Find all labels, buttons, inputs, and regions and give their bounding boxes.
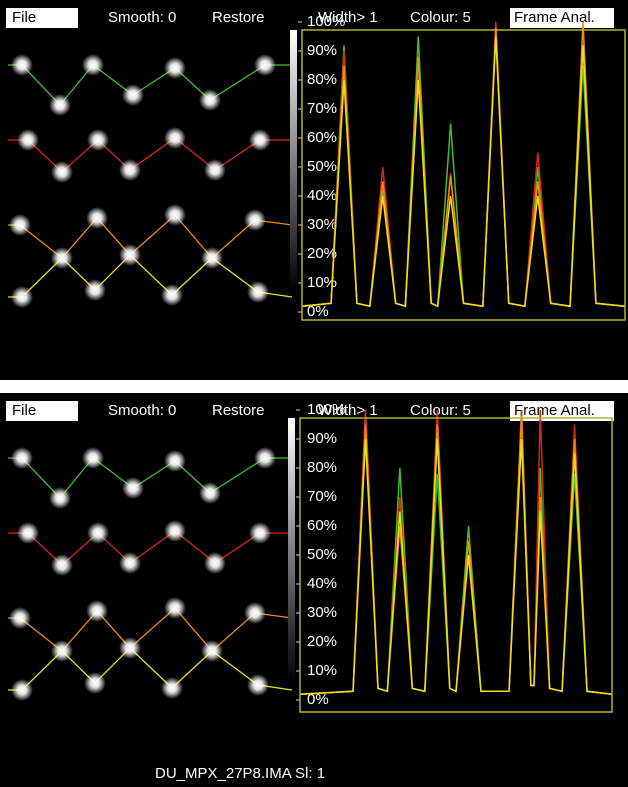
y-tick-label: 20%: [307, 633, 337, 650]
image-dot: [119, 552, 141, 574]
panel: File Smooth: 0 Restore Width> 1 Colour: 5 Fra…: [0, 393, 628, 787]
image-dot: [164, 520, 186, 542]
image-dot: [119, 159, 141, 181]
image-dot: [51, 554, 73, 576]
width-control[interactable]: Width> 1: [318, 402, 378, 419]
y-tick-label: 70%: [307, 488, 337, 505]
image-dot: [86, 600, 108, 622]
file-button-bg: [6, 401, 78, 421]
y-tick-label: 80%: [307, 459, 337, 476]
frame-button-bg: [510, 401, 614, 421]
image-dot: [11, 286, 33, 308]
profile-line: [299, 438, 613, 695]
y-tick-label: 50%: [307, 546, 337, 563]
image-dot: [161, 284, 183, 306]
image-dot: [51, 161, 73, 183]
panel: File Smooth: 0 Restore Width> 1 Colour: 5 Fra…: [0, 0, 628, 380]
y-tick-label: 90%: [307, 42, 337, 59]
image-dot: [204, 552, 226, 574]
colour-control[interactable]: Colour: 5: [410, 9, 471, 26]
image-dot: [122, 477, 144, 499]
image-dot: [204, 159, 226, 181]
image-dot: [199, 482, 221, 504]
image-dot: [247, 281, 269, 303]
image-dot: [49, 94, 71, 116]
image-dot: [86, 207, 108, 229]
profile-line: [301, 36, 626, 308]
image-dot: [82, 54, 104, 76]
y-tick-label: 30%: [307, 604, 337, 621]
frame-analysis-button[interactable]: Frame Anal.: [514, 402, 595, 419]
image-dot: [244, 602, 266, 624]
y-tick-label: 10%: [307, 662, 337, 679]
image-dot: [201, 640, 223, 662]
file-menu[interactable]: File: [12, 402, 36, 419]
image-dot: [84, 672, 106, 694]
restore-button[interactable]: Restore: [212, 402, 265, 419]
image-dot: [119, 637, 141, 659]
image-dot: [9, 607, 31, 629]
image-dot: [164, 127, 186, 149]
y-tick-label: 100%: [307, 401, 345, 418]
image-dot: [84, 279, 106, 301]
y-tick-label: 40%: [307, 187, 337, 204]
chart-frame: [301, 29, 626, 321]
smooth-control[interactable]: Smooth: 0: [108, 9, 176, 26]
image-dot: [249, 522, 271, 544]
y-tick-label: 90%: [307, 430, 337, 447]
image-dot: [161, 677, 183, 699]
image-dot: [119, 244, 141, 266]
frame-analysis-button[interactable]: Frame Anal.: [514, 9, 595, 26]
image-dot: [9, 214, 31, 236]
image-dot: [82, 447, 104, 469]
image-dot: [87, 522, 109, 544]
y-tick-label: 80%: [307, 71, 337, 88]
y-tick-label: 40%: [307, 575, 337, 592]
width-control[interactable]: Width> 1: [318, 9, 378, 26]
intensity-bar: [290, 30, 297, 290]
image-dot: [17, 129, 39, 151]
image-dot: [51, 247, 73, 269]
y-tick-label: 70%: [307, 100, 337, 117]
image-dot: [254, 54, 276, 76]
intensity-bar: [288, 418, 295, 682]
image-dot: [247, 674, 269, 696]
smooth-control[interactable]: Smooth: 0: [108, 402, 176, 419]
y-tick-label: 10%: [307, 274, 337, 291]
image-dot: [249, 129, 271, 151]
image-dot: [11, 54, 33, 76]
image-dot: [244, 209, 266, 231]
frame-button-bg: [510, 8, 614, 28]
image-dot: [199, 89, 221, 111]
y-tick-label: 60%: [307, 129, 337, 146]
file-menu[interactable]: File: [12, 9, 36, 26]
y-tick-label: 30%: [307, 216, 337, 233]
image-dot: [164, 450, 186, 472]
y-tick-label: 60%: [307, 517, 337, 534]
restore-button[interactable]: Restore: [212, 9, 265, 26]
colour-control[interactable]: Colour: 5: [410, 402, 471, 419]
y-tick-label: 100%: [307, 13, 345, 30]
status-text: DU_MPX_27P8.IMA Sl: 1: [155, 765, 325, 782]
y-tick-label: 0%: [307, 303, 329, 320]
image-dot: [17, 522, 39, 544]
image-dot: [11, 447, 33, 469]
image-dot: [254, 447, 276, 469]
panel-background: [0, 0, 628, 380]
image-dot: [51, 640, 73, 662]
y-tick-label: 50%: [307, 158, 337, 175]
image-dot: [164, 597, 186, 619]
chart-frame: [299, 417, 613, 713]
image-dot: [164, 204, 186, 226]
image-dot: [49, 487, 71, 509]
image-dot: [164, 57, 186, 79]
image-dot: [122, 84, 144, 106]
y-tick-label: 20%: [307, 245, 337, 262]
image-dot: [11, 679, 33, 701]
y-tick-label: 0%: [307, 691, 329, 708]
image-dot: [87, 129, 109, 151]
file-button-bg: [6, 8, 78, 28]
image-dot: [201, 247, 223, 269]
